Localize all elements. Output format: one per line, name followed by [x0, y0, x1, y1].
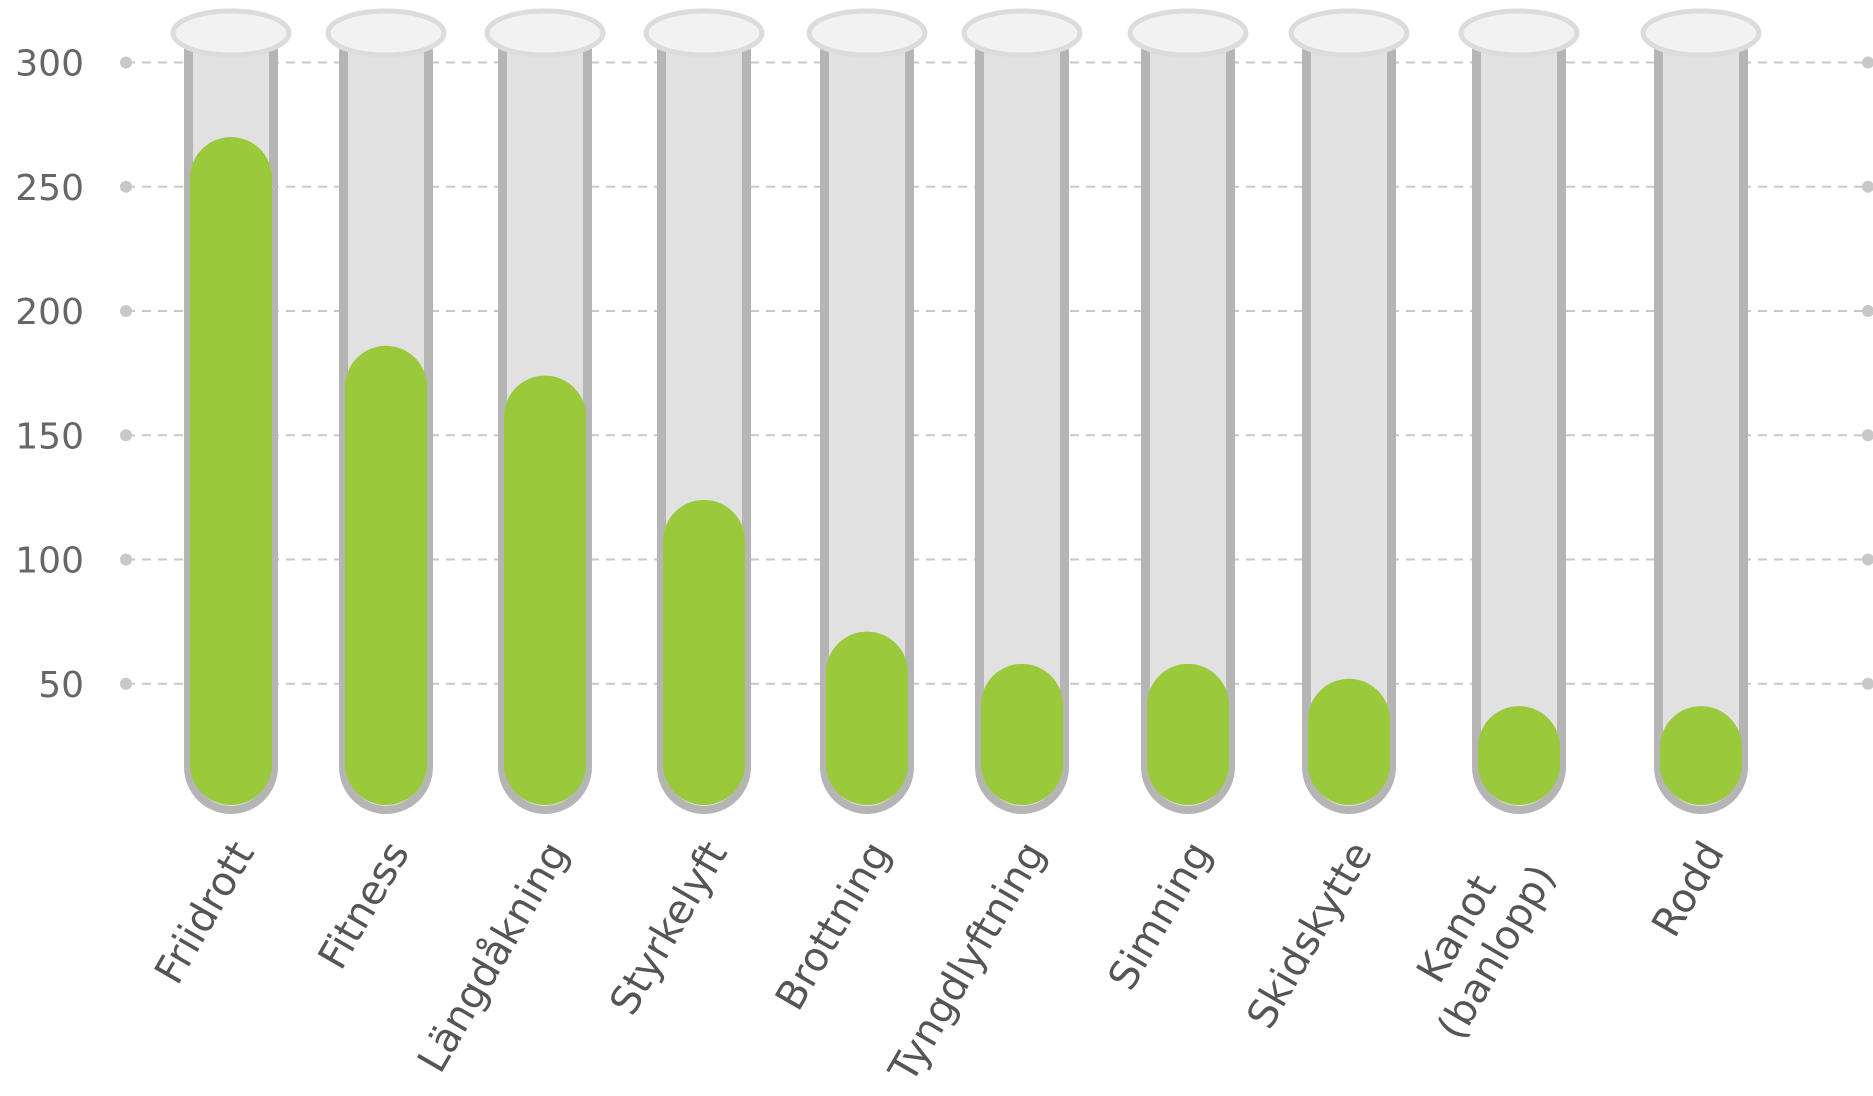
tube-2 [328, 11, 444, 814]
x-tick-label-line: Friidrott [146, 834, 264, 992]
y-axis-tick-labels: 50 100 150 200 250 300 [15, 44, 84, 706]
tick-dot-right-150 [1862, 429, 1873, 441]
tube-rim [1461, 11, 1577, 55]
tube-glass [1481, 40, 1557, 806]
x-tick-label-6: Tyngdlyftning [880, 834, 1055, 1091]
tubes [173, 11, 1759, 814]
x-tick-label-5: Brottning [767, 834, 900, 1018]
x-tick-label-3: Längdåkning [409, 834, 578, 1080]
tick-dot-right-100 [1862, 554, 1873, 566]
tube-rim [487, 11, 603, 55]
bar-Tyngdlyftning [981, 664, 1063, 805]
bar-Friidrott [190, 137, 272, 805]
tube-6 [964, 11, 1080, 814]
tube-rim [1291, 11, 1407, 55]
tube-glass [1663, 40, 1739, 806]
tube-rim [809, 11, 925, 55]
tube-rim [328, 11, 444, 55]
y-tick-label-300: 300 [15, 44, 84, 85]
tick-dot-right-250 [1862, 181, 1873, 193]
y-tick-label-50: 50 [38, 665, 84, 706]
x-tick-label-9: Kanot(banlopp) [1389, 834, 1565, 1047]
y-tick-label-100: 100 [15, 541, 84, 582]
tube-10 [1643, 11, 1759, 814]
tube-4 [646, 11, 762, 814]
tube-rim [964, 11, 1080, 55]
x-tick-label-line: Styrkelyft [601, 834, 737, 1023]
bar-Rodd [1660, 706, 1742, 805]
tube-5 [809, 11, 925, 814]
tube-8 [1291, 11, 1407, 814]
tube-rim [646, 11, 762, 55]
tick-dot-right-50 [1862, 678, 1873, 690]
tick-dot-right-200 [1862, 305, 1873, 317]
tick-dot-left-100 [120, 554, 132, 566]
tube-9 [1461, 11, 1577, 814]
tube-rim [1643, 11, 1759, 55]
tube-1 [173, 11, 289, 814]
x-tick-label-4: Styrkelyft [601, 834, 737, 1023]
tube-rim [1130, 11, 1246, 55]
bar-Simning [1147, 664, 1229, 805]
tick-dot-left-150 [120, 429, 132, 441]
x-tick-label-line: Simning [1100, 834, 1221, 998]
bar-Brottning [826, 632, 908, 805]
bar-Skidskytte [1308, 679, 1390, 805]
x-tick-label-2: Fitness [310, 834, 419, 977]
x-tick-label-1: Friidrott [146, 834, 264, 992]
x-tick-label-line: Brottning [767, 834, 900, 1018]
x-tick-label-line: Skidskytte [1238, 834, 1381, 1037]
x-tick-label-10: Rodd [1643, 834, 1733, 945]
x-tick-label-line: Tyngdlyftning [880, 834, 1055, 1091]
tube-rim [173, 11, 289, 55]
tube-3 [487, 11, 603, 814]
y-tick-label-200: 200 [15, 292, 84, 333]
tick-dot-left-250 [120, 181, 132, 193]
tick-dot-left-200 [120, 305, 132, 317]
bar-Längdåkning [504, 376, 586, 805]
x-tick-label-line: Längdåkning [409, 834, 578, 1080]
tick-dot-right-300 [1862, 57, 1873, 69]
y-tick-label-250: 250 [15, 168, 84, 209]
tube-7 [1130, 11, 1246, 814]
x-tick-label-line: Fitness [310, 834, 419, 977]
bar-Kanot (banlopp) [1478, 706, 1560, 805]
x-tick-label-7: Simning [1100, 834, 1221, 998]
x-tick-label-line: Rodd [1643, 834, 1733, 945]
tick-dot-left-50 [120, 678, 132, 690]
bar-Fitness [345, 346, 427, 805]
x-tick-label-8: Skidskytte [1238, 834, 1381, 1037]
tick-dot-left-300 [120, 57, 132, 69]
bar-Styrkelyft [663, 500, 745, 805]
y-tick-label-150: 150 [15, 416, 84, 457]
